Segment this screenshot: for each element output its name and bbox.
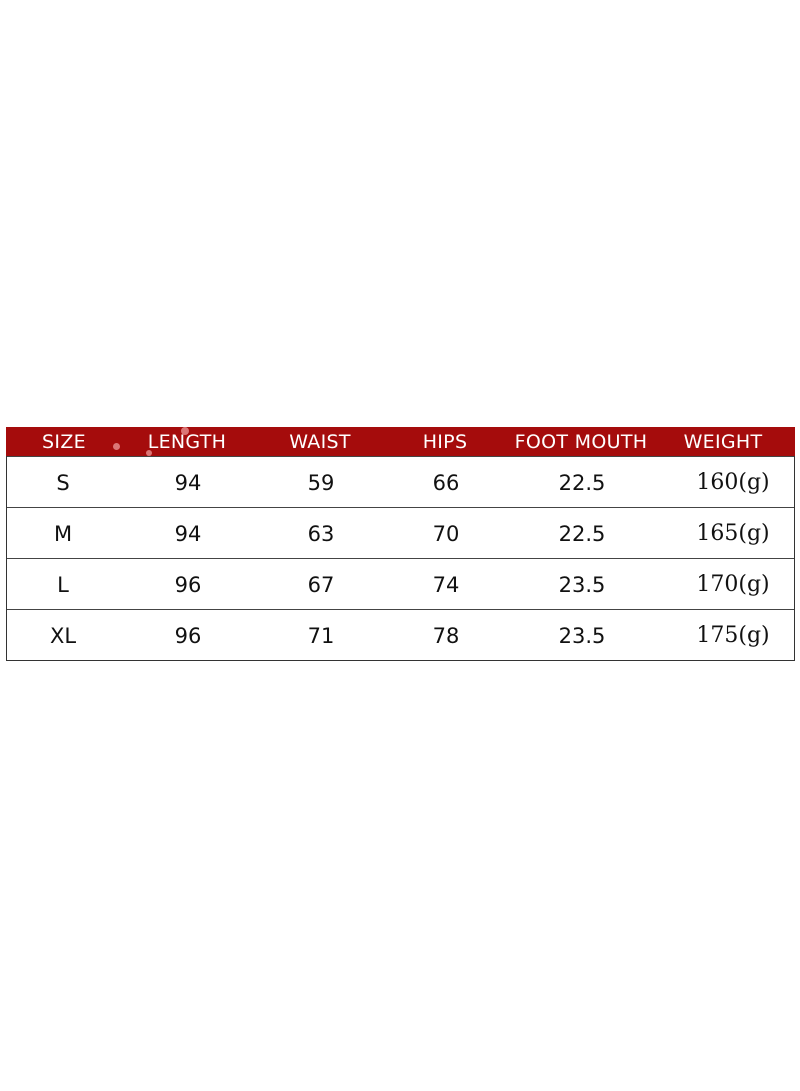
cell-size: XL xyxy=(49,623,77,648)
cell-length: 94 xyxy=(174,521,202,546)
table-row: L 96 67 74 23.5 170(g) xyxy=(7,558,794,610)
size-chart-table: SIZE LENGTH WAIST HIPS FOOT MOUTH WEIGHT… xyxy=(6,427,795,661)
cell-length: 94 xyxy=(174,470,202,495)
cell-size: L xyxy=(57,572,69,597)
header-foot-mouth: FOOT MOUTH xyxy=(514,430,648,453)
cell-weight: 170(g) xyxy=(696,572,770,597)
decorative-sparkle xyxy=(113,443,120,450)
cell-foot-mouth: 23.5 xyxy=(558,572,606,597)
cell-waist: 59 xyxy=(307,470,335,495)
decorative-sparkle xyxy=(181,427,189,435)
cell-hips: 78 xyxy=(432,623,460,648)
cell-size: S xyxy=(56,470,70,495)
cell-hips: 66 xyxy=(432,470,460,495)
cell-waist: 71 xyxy=(307,623,335,648)
decorative-sparkle xyxy=(146,450,152,456)
cell-weight: 165(g) xyxy=(696,521,770,546)
cell-hips: 74 xyxy=(432,572,460,597)
header-hips: HIPS xyxy=(422,430,468,453)
cell-length: 96 xyxy=(174,572,202,597)
header-weight: WEIGHT xyxy=(683,430,763,453)
cell-waist: 67 xyxy=(307,572,335,597)
header-waist: WAIST xyxy=(289,430,351,453)
cell-length: 96 xyxy=(174,623,202,648)
cell-waist: 63 xyxy=(307,521,335,546)
cell-foot-mouth: 22.5 xyxy=(558,521,606,546)
table-header: SIZE LENGTH WAIST HIPS FOOT MOUTH WEIGHT xyxy=(6,427,795,456)
cell-weight: 160(g) xyxy=(696,470,770,495)
table-row: XL 96 71 78 23.5 175(g) xyxy=(7,609,794,661)
header-size: SIZE xyxy=(42,430,86,453)
cell-foot-mouth: 23.5 xyxy=(558,623,606,648)
cell-weight: 175(g) xyxy=(696,623,770,648)
cell-foot-mouth: 22.5 xyxy=(558,470,606,495)
table-row: M 94 63 70 22.5 165(g) xyxy=(7,507,794,559)
cell-size: M xyxy=(53,521,73,546)
cell-hips: 70 xyxy=(432,521,460,546)
table-row: S 94 59 66 22.5 160(g) xyxy=(7,456,794,508)
header-length: LENGTH xyxy=(147,430,227,453)
